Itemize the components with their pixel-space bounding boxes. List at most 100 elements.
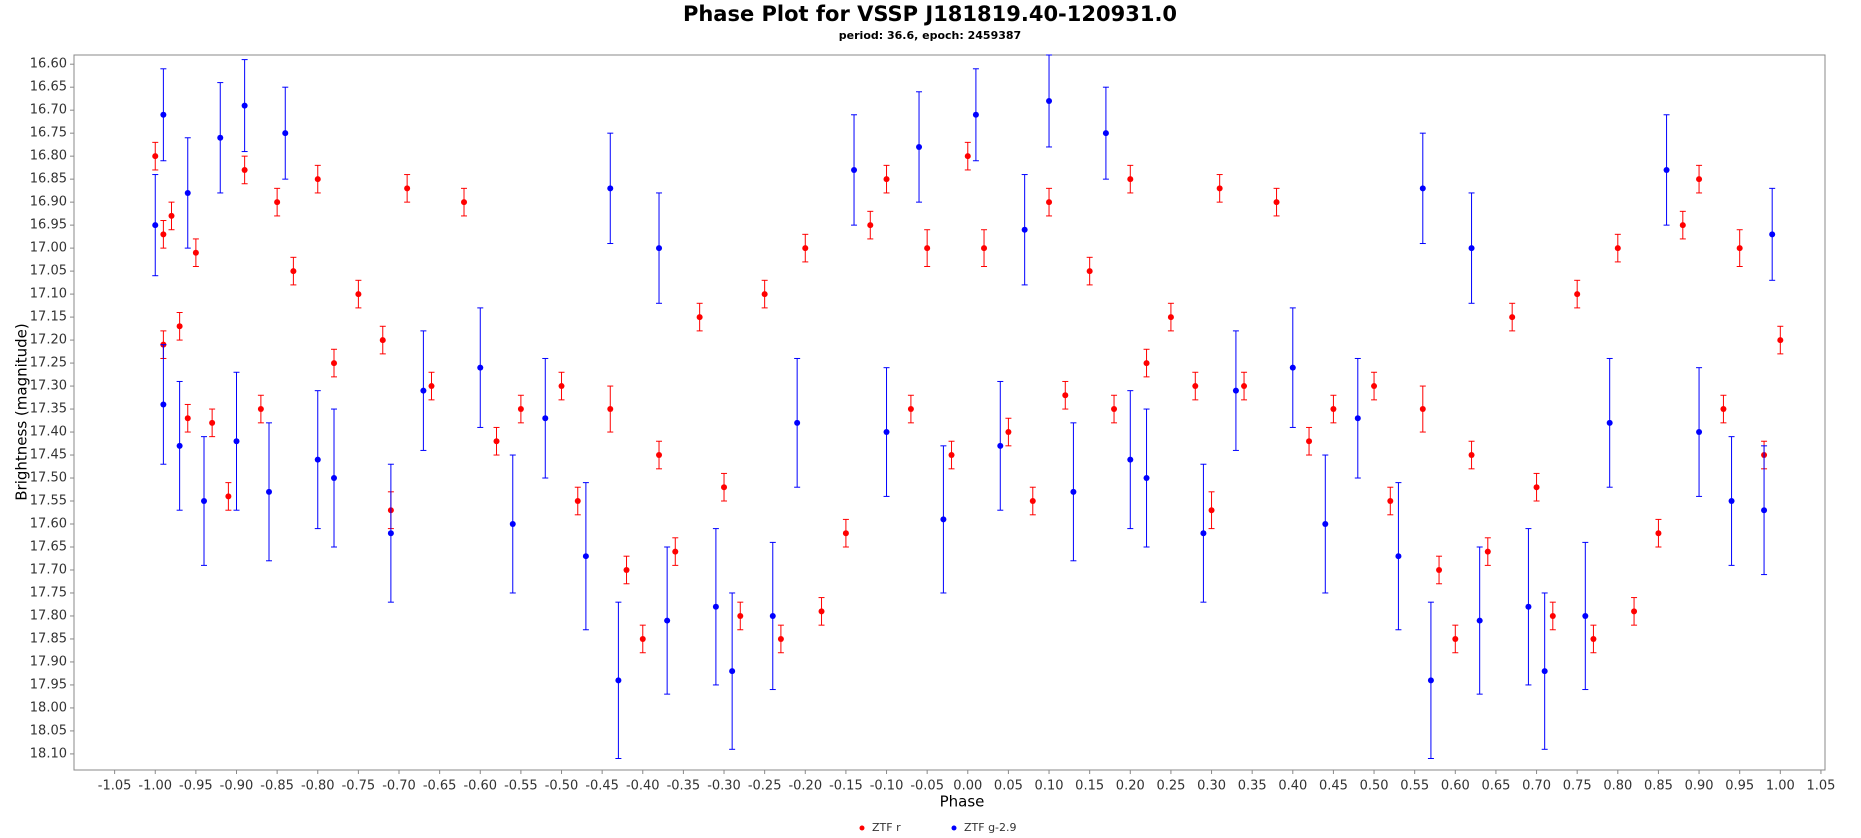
point xyxy=(225,493,232,500)
point xyxy=(266,488,273,495)
y-tick-label: 16.80 xyxy=(30,149,67,164)
point xyxy=(1046,199,1053,206)
point xyxy=(940,516,947,523)
y-tick-label: 17.00 xyxy=(30,241,67,256)
point xyxy=(493,438,500,445)
point xyxy=(981,245,988,252)
x-tick-label: 0.25 xyxy=(1156,779,1185,794)
x-tick-label: -1.00 xyxy=(138,779,172,794)
x-tick-label: 0.30 xyxy=(1197,779,1226,794)
x-tick-label: 0.45 xyxy=(1319,779,1348,794)
x-tick-label: -0.20 xyxy=(788,779,822,794)
point xyxy=(168,212,175,219)
point xyxy=(1208,507,1215,514)
point xyxy=(201,498,208,505)
x-tick-label: -0.60 xyxy=(463,779,497,794)
y-tick-label: 17.15 xyxy=(30,310,67,325)
legend-marker xyxy=(859,825,865,831)
x-tick-label: -0.25 xyxy=(748,779,782,794)
point xyxy=(1679,222,1686,229)
x-tick-label: -0.35 xyxy=(667,779,701,794)
point xyxy=(883,176,890,183)
point xyxy=(160,231,167,238)
x-tick-label: -0.85 xyxy=(260,779,294,794)
point xyxy=(964,153,971,160)
point xyxy=(1728,498,1735,505)
x-tick-label: -0.10 xyxy=(870,779,904,794)
point xyxy=(607,185,614,192)
y-tick-label: 18.00 xyxy=(30,700,67,715)
point xyxy=(1484,548,1491,555)
x-tick-label: -1.05 xyxy=(98,779,132,794)
point xyxy=(1655,530,1662,537)
y-tick-label: 17.20 xyxy=(30,333,67,348)
point xyxy=(274,199,281,206)
x-tick-label: 0.95 xyxy=(1725,779,1754,794)
point xyxy=(997,442,1004,449)
point xyxy=(1419,185,1426,192)
point xyxy=(1777,337,1784,344)
x-tick-label: -0.15 xyxy=(829,779,863,794)
point xyxy=(509,521,516,528)
point xyxy=(184,415,191,422)
point xyxy=(867,222,874,229)
y-tick-label: 16.95 xyxy=(30,218,67,233)
point xyxy=(1736,245,1743,252)
point xyxy=(607,406,614,413)
point xyxy=(802,245,809,252)
y-tick-label: 17.05 xyxy=(30,264,67,279)
point xyxy=(1476,617,1483,624)
x-tick-label: -0.40 xyxy=(626,779,660,794)
point xyxy=(656,452,663,459)
point xyxy=(1021,226,1028,233)
y-tick-label: 18.05 xyxy=(30,723,67,738)
y-tick-label: 17.85 xyxy=(30,631,67,646)
point xyxy=(160,111,167,118)
plot-area xyxy=(73,54,1826,771)
point xyxy=(331,360,338,367)
point xyxy=(1029,498,1036,505)
point xyxy=(1127,456,1134,463)
point xyxy=(623,566,630,573)
y-tick-label: 16.75 xyxy=(30,126,67,141)
point xyxy=(1769,231,1776,238)
point xyxy=(1436,566,1443,573)
point xyxy=(542,415,549,422)
point xyxy=(794,419,801,426)
x-tick-label: -0.75 xyxy=(342,779,376,794)
point xyxy=(1127,176,1134,183)
point xyxy=(1582,612,1589,619)
chart-title: Phase Plot for VSSP J181819.40-120931.0 xyxy=(683,2,1177,26)
point xyxy=(777,635,784,642)
point xyxy=(1614,245,1621,252)
point xyxy=(477,364,484,371)
y-tick-label: 17.75 xyxy=(30,585,67,600)
x-tick-label: 0.60 xyxy=(1441,779,1470,794)
point xyxy=(1330,406,1337,413)
point xyxy=(672,548,679,555)
point xyxy=(1371,383,1378,390)
point xyxy=(1102,130,1109,137)
y-tick-label: 16.70 xyxy=(30,103,67,118)
point xyxy=(558,383,565,390)
legend-label: ZTF r xyxy=(872,821,901,834)
x-tick-label: -0.70 xyxy=(382,779,416,794)
x-tick-label: -0.05 xyxy=(910,779,944,794)
point xyxy=(1631,608,1638,615)
point xyxy=(331,475,338,482)
x-tick-label: 1.00 xyxy=(1766,779,1795,794)
point xyxy=(574,498,581,505)
y-tick-label: 17.40 xyxy=(30,425,67,440)
y-tick-label: 17.60 xyxy=(30,517,67,532)
point xyxy=(176,323,183,330)
point xyxy=(1541,668,1548,675)
point xyxy=(696,314,703,321)
point xyxy=(769,612,776,619)
x-tick-label: -0.55 xyxy=(504,779,538,794)
x-tick-label: -0.45 xyxy=(585,779,619,794)
y-tick-label: 17.45 xyxy=(30,448,67,463)
x-tick-label: 0.75 xyxy=(1563,779,1592,794)
point xyxy=(907,406,914,413)
point xyxy=(282,130,289,137)
